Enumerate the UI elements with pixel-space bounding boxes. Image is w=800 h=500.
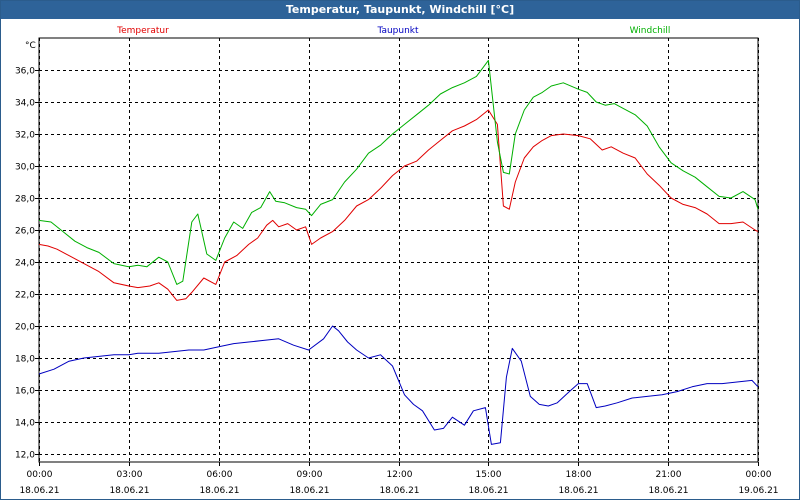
legend-windchill: Windchill xyxy=(630,26,671,36)
y-tick-label: 24,0 xyxy=(15,259,35,269)
axis-labels: 12,0 14,0 16,0 18,0 20,0 22,0 24,0 26,0 28,0 30,0… xyxy=(15,67,779,497)
plot-area xyxy=(38,37,759,463)
x-tick-time: 06:00 xyxy=(207,470,233,480)
y-tick-label: 16,0 xyxy=(15,387,35,397)
x-tick-time: 00:00 xyxy=(746,470,772,480)
y-tick-label: 12,0 xyxy=(15,451,35,461)
series-line-temperatur xyxy=(38,109,759,301)
x-tick-date: 18.06.21 xyxy=(468,486,508,496)
y-axis-unit-label: °C xyxy=(25,41,36,51)
y-tick-label: 20,0 xyxy=(15,323,35,333)
x-tick-time: 15:00 xyxy=(476,470,502,480)
x-tick-date: 18.06.21 xyxy=(19,486,59,496)
legend-temperatur: Temperatur xyxy=(116,26,169,36)
x-tick-time: 03:00 xyxy=(117,470,143,480)
x-tick-date: 18.06.21 xyxy=(289,486,329,496)
x-tick-time: 12:00 xyxy=(387,470,413,480)
y-tick-label: 30,0 xyxy=(15,163,35,173)
y-tick-label: 28,0 xyxy=(15,195,35,205)
series-line-windchill xyxy=(38,59,759,285)
x-tick-time: 21:00 xyxy=(656,470,682,480)
x-tick-time: 00:00 xyxy=(27,470,53,480)
y-tick-label: 22,0 xyxy=(15,291,35,301)
x-tick-date: 18.06.21 xyxy=(109,486,149,496)
x-tick-date: 18.06.21 xyxy=(199,486,239,496)
x-tick-date: 18.06.21 xyxy=(379,486,419,496)
x-tick-date: 19.06.21 xyxy=(738,486,778,496)
legend-taupunkt: Taupunkt xyxy=(376,26,419,36)
x-tick-time: 18:00 xyxy=(566,470,592,480)
y-tick-label: 36,0 xyxy=(15,67,35,77)
x-tick-date: 18.06.21 xyxy=(648,486,688,496)
x-tick-date: 18.06.21 xyxy=(558,486,598,496)
y-tick-label: 32,0 xyxy=(15,131,35,141)
x-tick-time: 09:00 xyxy=(297,470,323,480)
y-tick-label: 14,0 xyxy=(15,419,35,429)
series-layer xyxy=(38,59,759,445)
y-tick-label: 34,0 xyxy=(15,99,35,109)
series-line-taupunkt xyxy=(38,325,759,445)
y-tick-label: 26,0 xyxy=(15,227,35,237)
y-tick-label: 18,0 xyxy=(15,355,35,365)
chart-title: Temperatur, Taupunkt, Windchill [°C] xyxy=(1,1,799,19)
